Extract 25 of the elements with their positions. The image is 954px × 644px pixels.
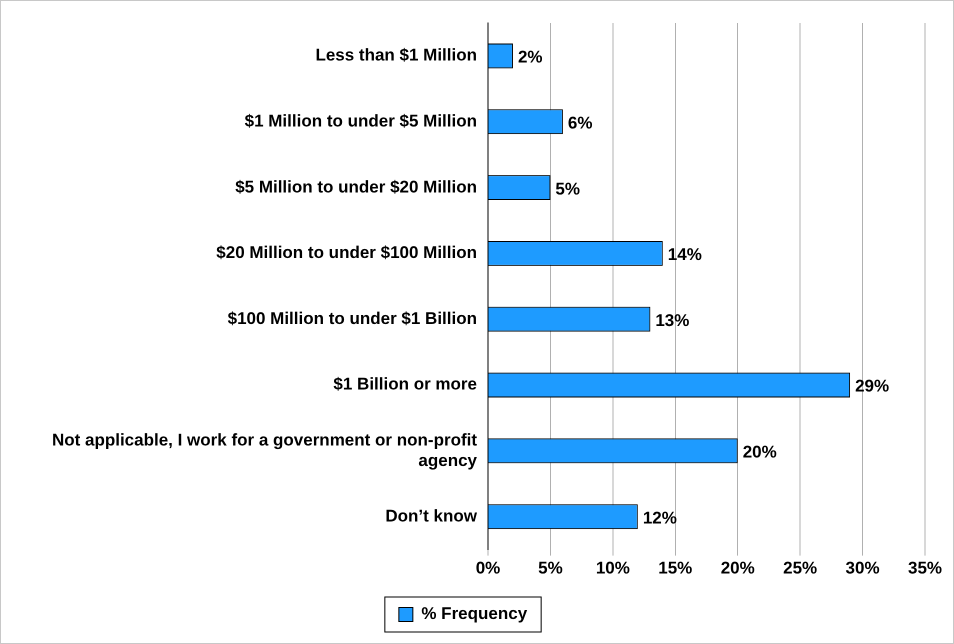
y-tick-label: Don’t know xyxy=(385,506,478,526)
x-tick-label: 25% xyxy=(783,558,818,578)
data-label: 29% xyxy=(855,376,890,396)
y-tick-label: Less than $1 Million xyxy=(315,46,477,65)
data-label: 13% xyxy=(655,310,690,330)
data-label: 20% xyxy=(742,442,777,462)
y-tick-label: Not applicable, I work for a government or non-profit agency xyxy=(52,430,478,470)
data-label: 2% xyxy=(518,48,543,67)
x-tick-label: 30% xyxy=(846,558,880,578)
y-tick-label: $5 Million to under $20 Million xyxy=(235,177,477,196)
y-tick-label: $100 Million to under $1 Billion xyxy=(228,308,477,328)
x-tick-label: 15% xyxy=(658,558,692,578)
data-label: 6% xyxy=(568,113,592,132)
x-tick-label: 0% xyxy=(476,558,500,578)
x-tick-label: 20% xyxy=(720,558,755,578)
legend-label: % Frequency xyxy=(421,604,528,624)
data-label: 14% xyxy=(668,245,702,264)
y-tick-label: $20 Million to under $100 Million xyxy=(216,243,477,262)
x-tick-label: 5% xyxy=(538,558,563,578)
x-tick-label: 10% xyxy=(596,558,630,578)
data-label: 5% xyxy=(555,179,580,198)
y-tick-label: $1 Million to under $5 Million xyxy=(244,111,477,130)
x-tick-label: 35% xyxy=(908,558,942,578)
y-tick-label: $1 Billion or more xyxy=(333,374,477,394)
data-label: 12% xyxy=(642,508,677,528)
